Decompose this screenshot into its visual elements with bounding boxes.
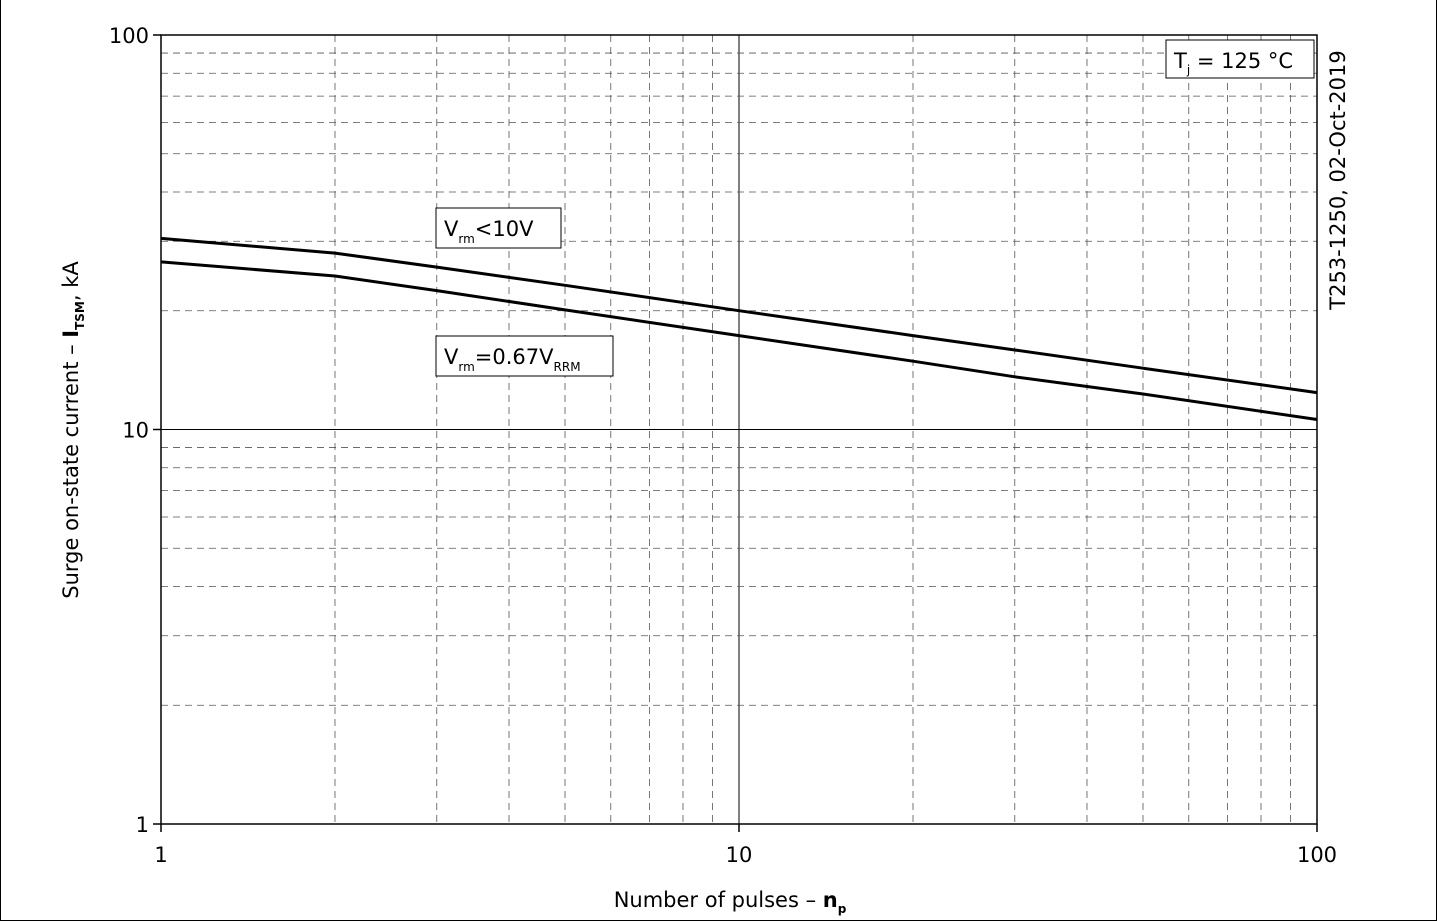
x-axis-label: Number of pulses – np <box>614 888 847 916</box>
series-label-vrm-067vrrm: Vrm=0.67VRRM <box>435 335 614 377</box>
x-tick-label: 1 <box>154 843 167 867</box>
series-label-vrm-10v: Vrm<10V <box>435 207 562 249</box>
axis-ticks: 1 10 100 100 10 1 <box>109 24 1337 867</box>
y-tick-label: 1 <box>136 813 149 837</box>
series-line-1 <box>160 236 1318 395</box>
x-tick-label: 10 <box>726 843 753 867</box>
svg-text:Vrm<10V: Vrm<10V <box>444 217 534 246</box>
temperature-annotation: Tj = 125 °C <box>1165 39 1315 79</box>
y-axis-label: Surge on-state current – ITSM, kA <box>59 261 87 599</box>
y-tick-label: 100 <box>109 24 149 48</box>
series-lines <box>160 236 1318 421</box>
x-tick-label: 100 <box>1297 843 1337 867</box>
document-id: T253-1250, 02-Oct-2019 <box>1326 50 1350 311</box>
grid <box>161 35 1317 824</box>
svg-text:Vrm=0.67VRRM: Vrm=0.67VRRM <box>444 345 581 374</box>
y-tick-label: 10 <box>122 419 149 443</box>
series-line-2 <box>160 260 1318 421</box>
svg-text:Tj = 125 °C: Tj = 125 °C <box>1173 49 1293 77</box>
